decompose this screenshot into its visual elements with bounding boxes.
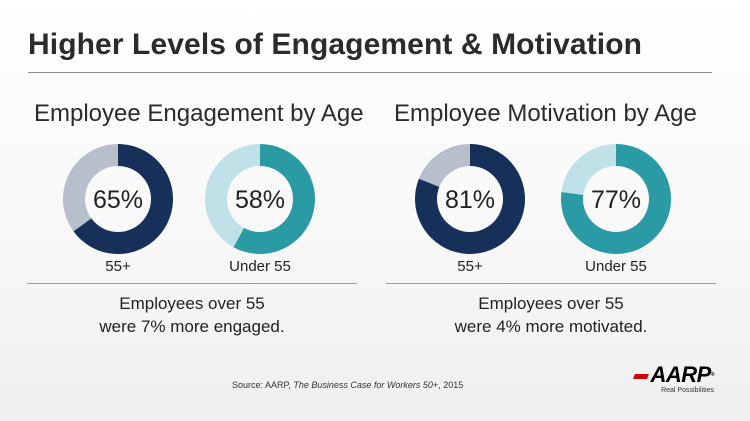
motivation-donut-under55-svg: 77% bbox=[561, 144, 671, 254]
engagement-note-line-2: were 7% more engaged. bbox=[99, 317, 285, 336]
engagement-donut-55plus: 65% bbox=[62, 143, 174, 255]
motivation-divider bbox=[386, 283, 716, 284]
motivation-under55-remainder-arc bbox=[561, 144, 616, 195]
title-divider bbox=[28, 72, 712, 73]
slide-title: Higher Levels of Engagement & Motivation bbox=[28, 28, 643, 61]
engagement-under55-value-arc bbox=[233, 144, 315, 254]
engagement-note-line-1: Employees over 55 bbox=[119, 294, 265, 313]
motivation-note-line-1: Employees over 55 bbox=[478, 294, 624, 313]
motivation-55plus-value-arc bbox=[415, 144, 525, 254]
motivation-category-under55: Under 55 bbox=[585, 258, 647, 275]
motivation-55plus-value-label: 81% bbox=[445, 186, 495, 214]
engagement-chart-title: Employee Engagement by Age bbox=[34, 100, 364, 127]
logo-red-mark bbox=[633, 374, 649, 379]
engagement-donut-under55: 58% bbox=[204, 143, 316, 255]
motivation-note-line-2: were 4% more motivated. bbox=[454, 317, 648, 336]
motivation-55plus-remainder-arc bbox=[418, 144, 470, 187]
engagement-category-under55: Under 55 bbox=[229, 258, 291, 275]
source-prefix: Source: AARP, bbox=[232, 380, 294, 390]
engagement-under55-value-label: 58% bbox=[235, 186, 285, 214]
engagement-under55-remainder-arc bbox=[205, 144, 260, 248]
source-suffix: , 2015 bbox=[438, 380, 464, 390]
aarp-logo: AARP® Real Possibilities bbox=[632, 364, 715, 394]
motivation-donut-under55: 77% bbox=[560, 143, 672, 255]
engagement-note: Employees over 55 were 7% more engaged. bbox=[27, 292, 357, 338]
logo-word: AARP bbox=[650, 362, 711, 387]
motivation-note: Employees over 55 were 4% more motivated… bbox=[386, 292, 716, 338]
source-citation: Source: AARP, The Business Case for Work… bbox=[232, 380, 463, 390]
engagement-donut-under55-svg: 58% bbox=[205, 144, 315, 254]
motivation-under55-value-label: 77% bbox=[591, 186, 641, 214]
logo-tagline: Real Possibilities bbox=[661, 387, 714, 394]
motivation-under55-value-arc bbox=[561, 144, 671, 254]
engagement-55plus-remainder-arc bbox=[63, 144, 118, 232]
motivation-chart-title: Employee Motivation by Age bbox=[394, 100, 697, 127]
logo-wordmark: AARP® bbox=[632, 364, 714, 386]
logo-registered-mark: ® bbox=[710, 372, 715, 378]
engagement-divider bbox=[27, 283, 357, 284]
engagement-55plus-value-label: 65% bbox=[93, 186, 143, 214]
motivation-donut-55plus: 81% bbox=[414, 143, 526, 255]
engagement-55plus-value-arc bbox=[73, 144, 173, 255]
motivation-category-55plus: 55+ bbox=[457, 258, 483, 275]
source-title: The Business Case for Workers 50+ bbox=[293, 380, 439, 390]
engagement-category-55plus: 55+ bbox=[105, 258, 131, 275]
engagement-donut-55plus-svg: 65% bbox=[63, 144, 173, 255]
motivation-donut-55plus-svg: 81% bbox=[415, 144, 525, 254]
